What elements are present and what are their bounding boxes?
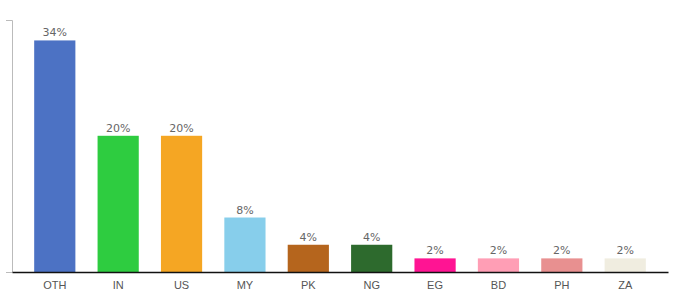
x-tick-label: IN [113,279,124,291]
bars [34,40,646,272]
bar [34,40,75,272]
bar [224,218,265,272]
bar [478,258,519,272]
x-axis-line [13,272,669,274]
x-tick: EG [427,279,443,291]
data-label: 4% [363,231,380,244]
x-tick-label: PH [554,279,569,291]
plot: OTH IN US MY PK NG EG BD PH ZA 34% 20% 20% 8% 4% 4% 2% 2%… [6,21,669,291]
data-label: 8% [236,204,253,217]
chart: OTH IN US MY PK NG EG BD PH ZA 34% 20% 20% 8% 4% 4% 2% 2%… [0,0,680,300]
bar [605,258,646,272]
data-label: 2% [616,244,633,257]
y-axis-line [6,21,13,273]
data-labels: 34% 20% 20% 8% 4% 4% 2% 2% 2% 2% [43,26,634,257]
x-tick-label: MY [237,279,254,291]
data-label: 20% [169,122,193,135]
x-tick: PK [301,279,316,291]
x-tick-label: US [174,279,189,291]
x-tick-label: EG [427,279,443,291]
y-axis [6,21,13,273]
x-tick-label: OTH [43,279,66,291]
x-tick: PH [554,279,569,291]
x-tick: MY [237,279,254,291]
x-tick: NG [363,279,380,291]
data-label: 2% [553,244,570,257]
x-tick-label: BD [491,279,506,291]
data-label: 2% [426,244,443,257]
x-tick: OTH [43,279,66,291]
x-tick-label: PK [301,279,316,291]
x-tick: ZA [618,279,633,291]
bar [414,258,455,272]
data-label: 20% [106,122,130,135]
bar [351,245,392,272]
x-tick-label: ZA [618,279,633,291]
bar [161,136,202,272]
x-tick-label: NG [363,279,380,291]
x-tick: US [174,279,189,291]
x-axis: OTH IN US MY PK NG EG BD PH ZA [13,273,669,291]
data-label: 2% [490,244,507,257]
bar [288,245,329,272]
data-label: 34% [43,26,67,39]
bar [98,136,139,272]
x-tick: BD [491,279,506,291]
bar [541,258,582,272]
x-tick: IN [113,279,124,291]
data-label: 4% [300,231,317,244]
